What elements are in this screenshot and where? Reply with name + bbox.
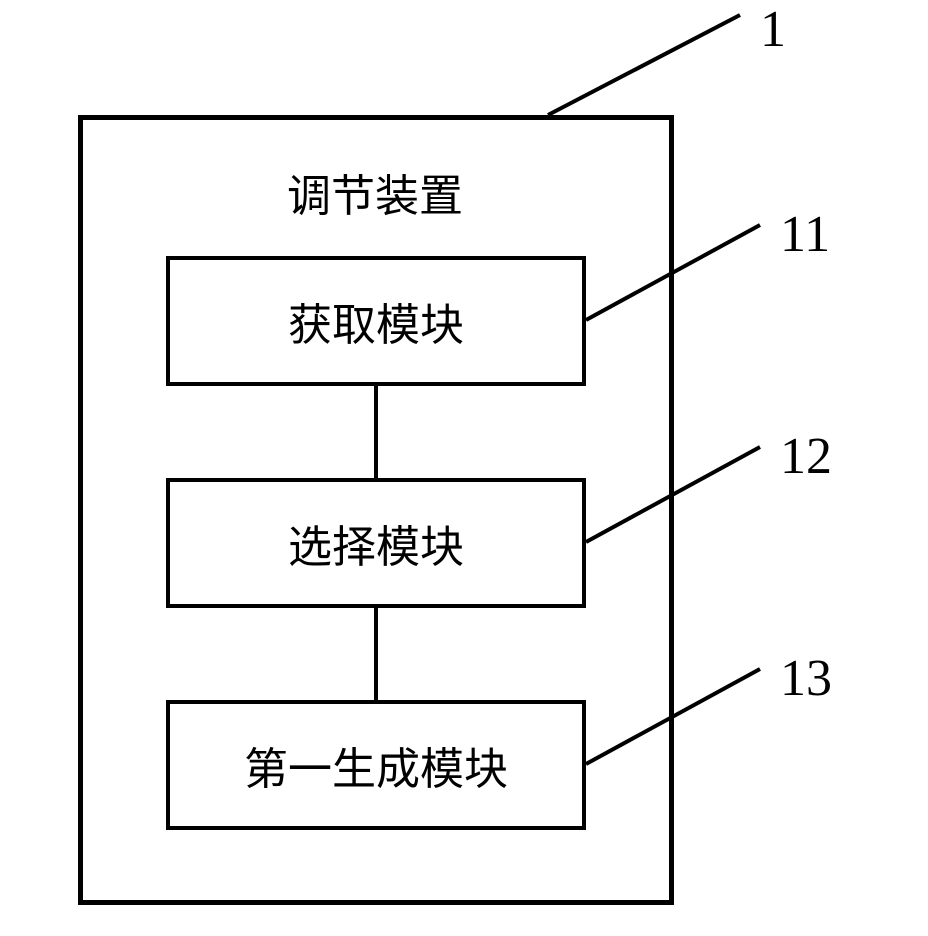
- outer-container-title: 调节装置: [287, 160, 463, 224]
- module-first-gen: 第一生成模块: [166, 700, 586, 830]
- label-13: 13: [780, 649, 832, 708]
- label-11: 11: [780, 205, 830, 264]
- module-acquire-label: 获取模块: [288, 289, 464, 353]
- label-12: 12: [780, 427, 832, 486]
- module-select-label: 选择模块: [288, 511, 464, 575]
- block-diagram: 调节装置 获取模块 选择模块 第一生成模块 1 11 12 13: [0, 0, 928, 936]
- connector-select-firstgen: [374, 608, 378, 700]
- module-select: 选择模块: [166, 478, 586, 608]
- module-acquire: 获取模块: [166, 256, 586, 386]
- module-first-gen-label: 第一生成模块: [244, 733, 508, 797]
- connector-acquire-select: [374, 386, 378, 478]
- label-1: 1: [760, 0, 786, 59]
- leader-line-1: [548, 15, 740, 115]
